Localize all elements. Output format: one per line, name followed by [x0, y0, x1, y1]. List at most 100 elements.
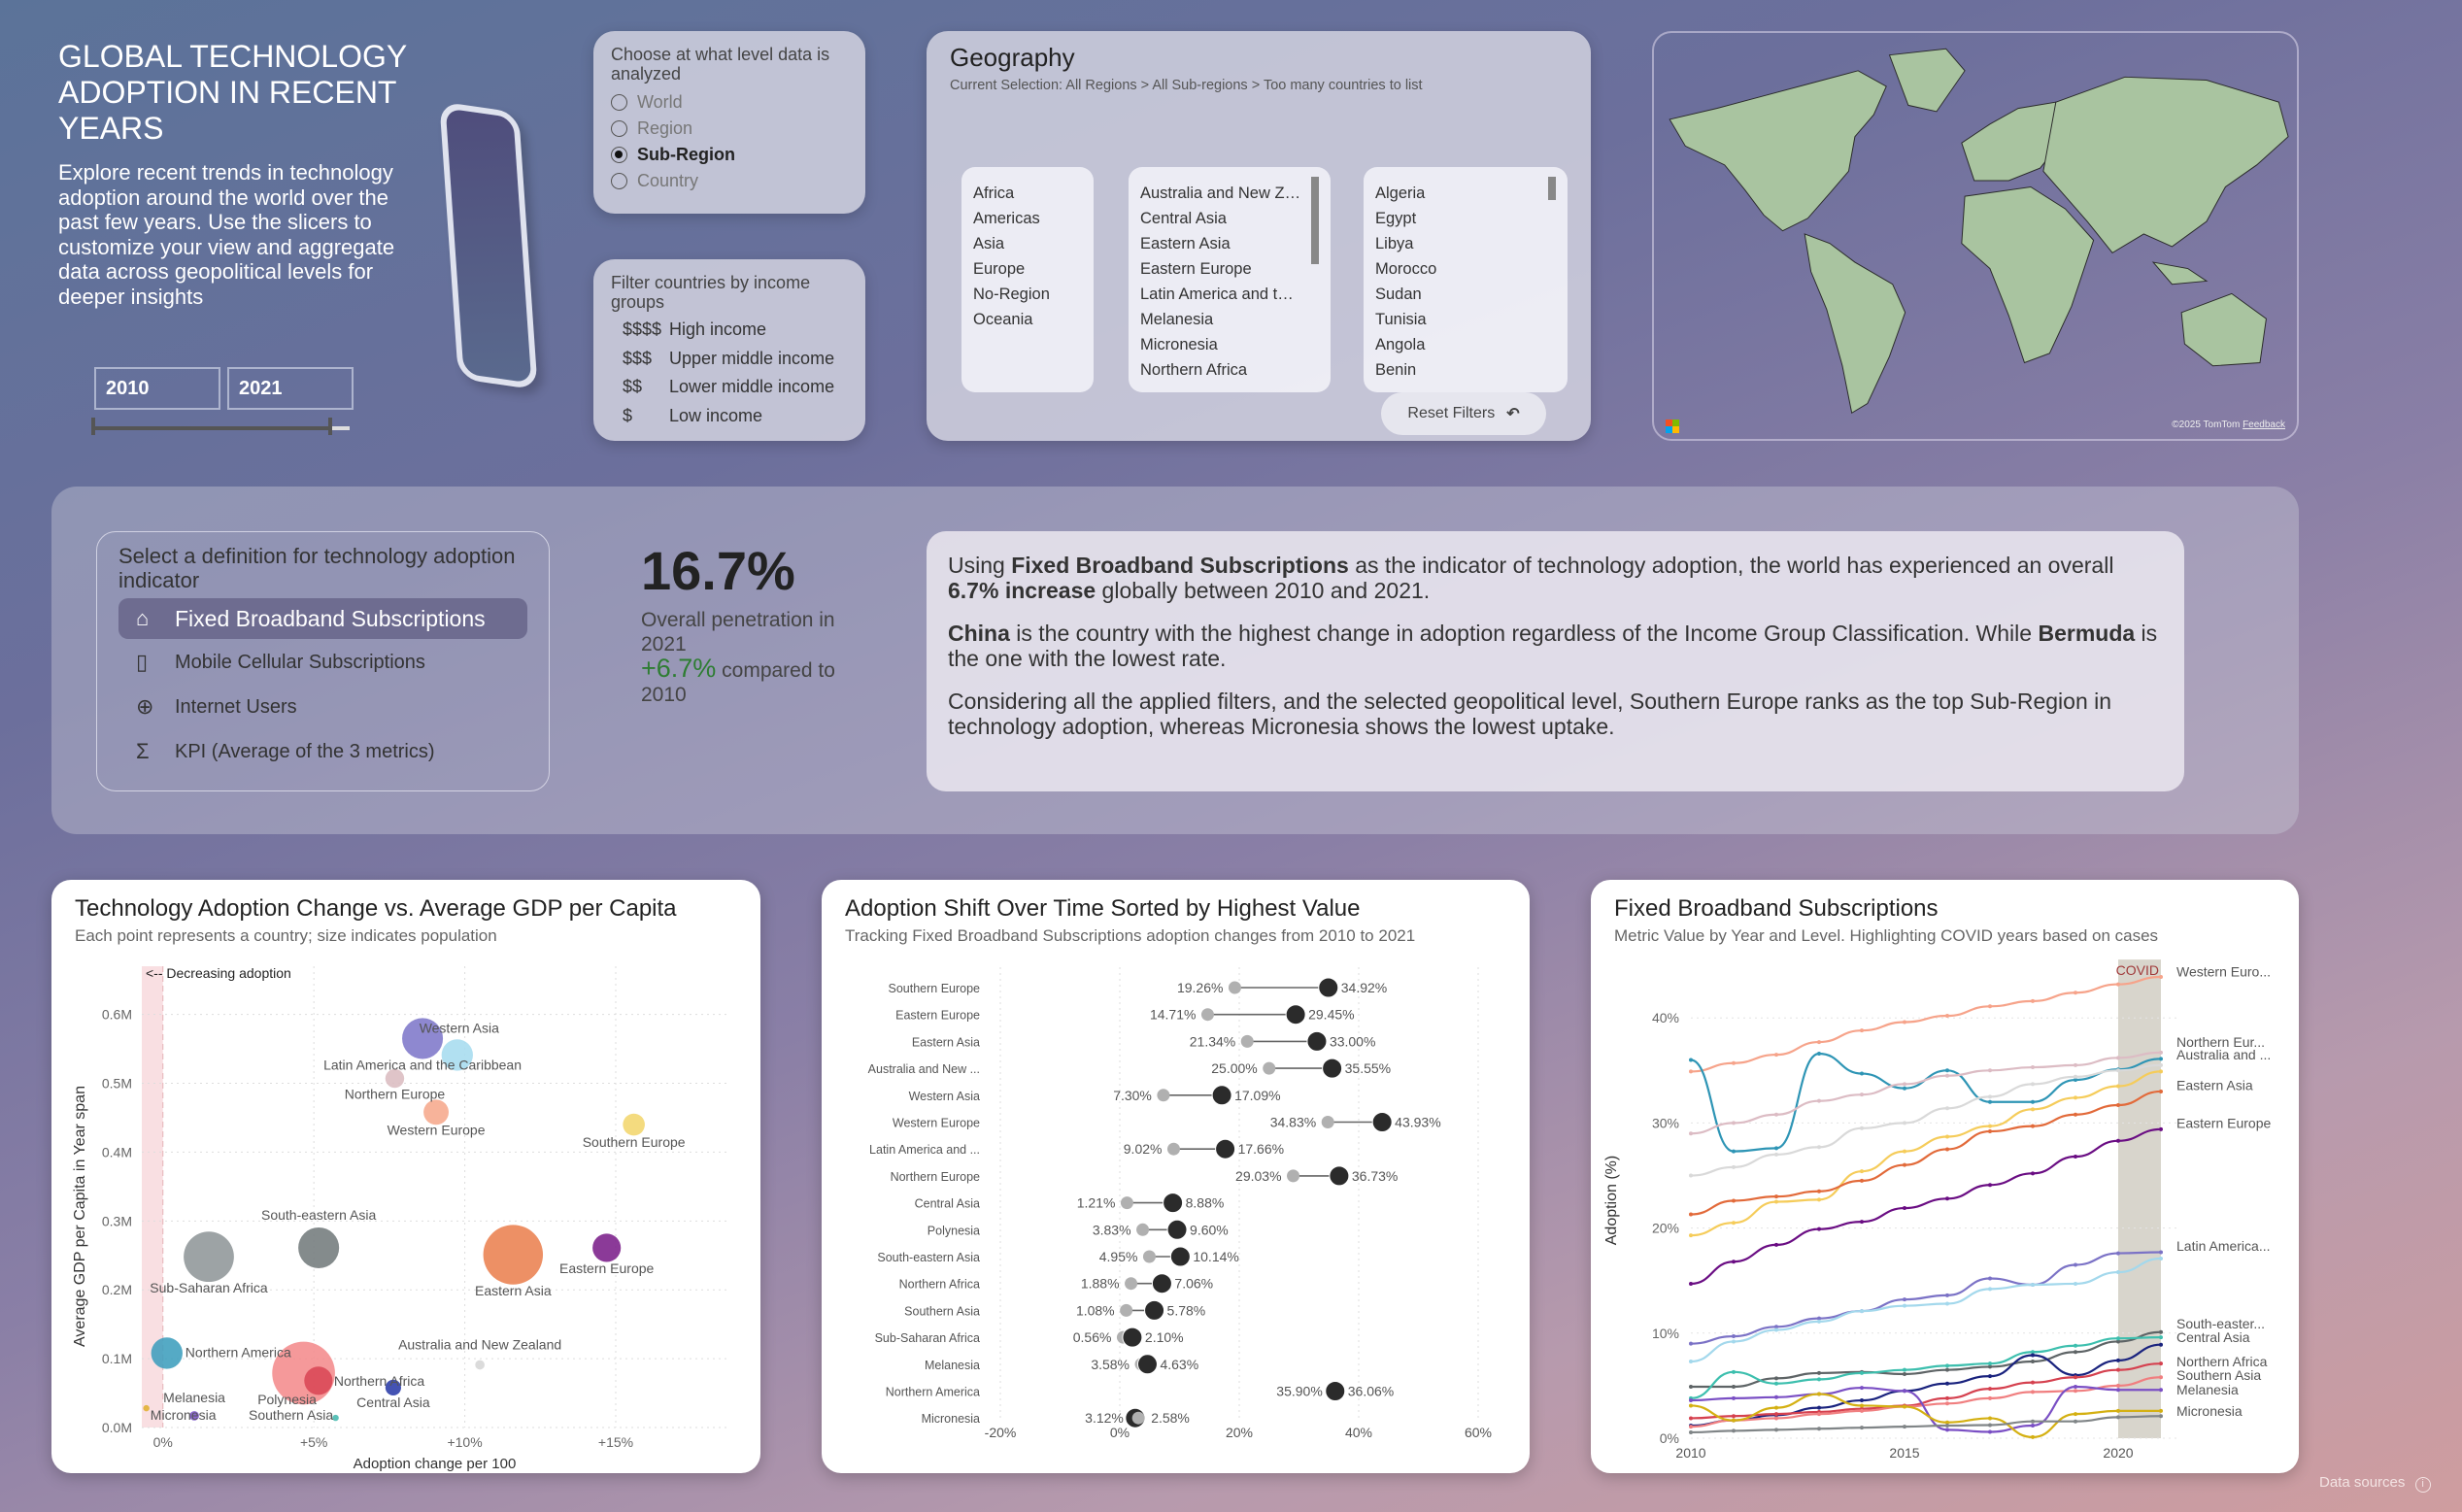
series-line[interactable]	[1690, 1257, 2162, 1363]
subregion-item[interactable]: Central Asia	[1140, 210, 1227, 227]
series-line[interactable]	[1690, 1090, 2162, 1216]
region-item[interactable]: No-Region	[973, 286, 1050, 303]
country-item[interactable]: Morocco	[1375, 260, 1437, 278]
series-line[interactable]	[1690, 1393, 2161, 1439]
slider-handle-start[interactable]	[91, 418, 95, 435]
scatter-point[interactable]	[332, 1414, 339, 1422]
year-start-input[interactable]: 2010	[94, 367, 220, 410]
start-dot[interactable]	[1287, 1169, 1300, 1183]
series-line[interactable]	[1690, 1415, 2162, 1434]
country-item[interactable]: Benin	[1375, 361, 1417, 379]
country-scrollbar[interactable]	[1548, 177, 1556, 200]
scatter-point[interactable]	[304, 1366, 333, 1395]
scatter-point[interactable]	[189, 1411, 199, 1421]
region-item[interactable]: Americas	[973, 210, 1040, 227]
indicator-option[interactable]: ⊕ Internet Users	[118, 686, 527, 728]
scatter-point[interactable]	[475, 1360, 485, 1370]
end-dot[interactable]	[1211, 1085, 1232, 1106]
series-line[interactable]	[1690, 1063, 2162, 1177]
start-dot[interactable]	[1228, 981, 1241, 994]
start-dot[interactable]	[1321, 1116, 1334, 1128]
level-option-country[interactable]: Country	[611, 168, 848, 194]
scatter-point[interactable]	[385, 1379, 402, 1395]
map-feedback-link[interactable]: Feedback	[2243, 420, 2285, 430]
series-line[interactable]	[1690, 975, 2162, 1073]
subregion-item[interactable]: Australia and New Zealand	[1140, 185, 1301, 202]
country-item[interactable]: Libya	[1375, 235, 1414, 252]
start-dot[interactable]	[1136, 1223, 1150, 1236]
start-dot[interactable]	[1125, 1277, 1138, 1291]
scatter-point[interactable]	[623, 1113, 645, 1136]
subregion-item[interactable]: Melanesia	[1140, 311, 1214, 328]
subregion-item[interactable]: Eastern Asia	[1140, 235, 1231, 252]
series-line[interactable]	[1690, 1052, 2162, 1153]
scatter-point[interactable]	[184, 1231, 234, 1283]
scatter-point[interactable]	[385, 1068, 405, 1089]
start-dot[interactable]	[1240, 1034, 1254, 1048]
country-item[interactable]: Sudan	[1375, 286, 1422, 303]
slider-handle-end[interactable]	[328, 418, 332, 435]
scatter-point[interactable]	[483, 1225, 544, 1285]
end-dot[interactable]	[1306, 1030, 1328, 1052]
series-line[interactable]	[1690, 1336, 2162, 1399]
end-dot[interactable]	[1285, 1004, 1306, 1025]
end-dot[interactable]	[1322, 1058, 1343, 1079]
indicator-option[interactable]: ⌂ Fixed Broadband Subscriptions	[118, 598, 527, 639]
scatter-point[interactable]	[143, 1404, 150, 1412]
income-option[interactable]: $$ Lower middle income	[623, 373, 848, 402]
series-line[interactable]	[1690, 1251, 2162, 1345]
end-dot[interactable]	[1371, 1112, 1393, 1132]
world-map[interactable]: ©2025 TomTom Feedback	[1652, 31, 2299, 441]
end-dot[interactable]	[1215, 1138, 1236, 1159]
series-line[interactable]	[1691, 1330, 2162, 1389]
line-chart[interactable]: COVID 0% 10% 20% 30% 40% 2010 2015 2020 Adoption …	[1591, 880, 2299, 1473]
country-list[interactable]: Algeria Egypt Libya Morocco Sudan Tunisia Ango…	[1364, 167, 1568, 392]
year-range-slider[interactable]	[91, 418, 355, 435]
start-dot[interactable]	[1157, 1089, 1170, 1102]
series-line[interactable]	[1690, 1362, 2162, 1420]
end-dot[interactable]	[1318, 977, 1339, 998]
series-line[interactable]	[1690, 1376, 2162, 1428]
subregion-scrollbar[interactable]	[1311, 177, 1319, 264]
start-dot[interactable]	[1263, 1061, 1276, 1075]
subregion-list[interactable]: Australia and New Zealand Central Asia Eas…	[1129, 167, 1331, 392]
region-item[interactable]: Oceania	[973, 311, 1033, 328]
country-item[interactable]: Angola	[1375, 336, 1426, 353]
subregion-item[interactable]: Latin America and the Caribbean	[1140, 286, 1301, 303]
end-dot[interactable]	[1144, 1299, 1165, 1321]
region-item[interactable]: Europe	[973, 260, 1026, 278]
series-line[interactable]	[1690, 1343, 2162, 1428]
region-list[interactable]: Africa Americas Asia Europe No-Region Oceania	[961, 167, 1094, 392]
data-sources-link[interactable]: Data sources i	[2319, 1474, 2431, 1493]
scatter-point[interactable]	[402, 1018, 444, 1059]
start-dot[interactable]	[1200, 1008, 1214, 1022]
end-dot[interactable]	[1163, 1193, 1184, 1214]
series-line[interactable]	[1690, 1127, 2162, 1286]
scatter-point[interactable]	[298, 1226, 340, 1268]
end-dot[interactable]	[1329, 1165, 1350, 1187]
subregion-item[interactable]: Northern Africa	[1140, 361, 1248, 379]
income-option[interactable]: $$$ Upper middle income	[623, 345, 848, 374]
indicator-option[interactable]: Σ KPI (Average of the 3 metrics)	[118, 730, 527, 773]
start-dot[interactable]	[1120, 1303, 1133, 1317]
level-option-world[interactable]: World	[611, 89, 848, 116]
scatter-point[interactable]	[592, 1233, 622, 1262]
start-dot[interactable]	[1120, 1196, 1133, 1210]
end-dot[interactable]	[1122, 1327, 1143, 1348]
end-dot[interactable]	[1325, 1381, 1346, 1401]
dumbbell-chart[interactable]: -20% 0% 20% 40% 60% Southern Europe 19.26% 34.9…	[822, 880, 1530, 1473]
start-dot[interactable]	[1131, 1411, 1145, 1425]
start-dot[interactable]	[1142, 1250, 1156, 1263]
scatter-chart[interactable]: 0.0M 0.1M 0.2M 0.3M 0.4M 0.5M 0.6M 0% +5% +10% +15…	[51, 880, 760, 1473]
series-line[interactable]	[1690, 1051, 2162, 1135]
country-item[interactable]: Algeria	[1375, 185, 1426, 202]
income-option[interactable]: $$$$ High income	[623, 316, 848, 345]
country-item[interactable]: Egypt	[1375, 210, 1417, 227]
subregion-item[interactable]: Micronesia	[1140, 336, 1218, 353]
scatter-point[interactable]	[151, 1337, 183, 1369]
subregion-item[interactable]: Eastern Europe	[1140, 260, 1252, 278]
scatter-point[interactable]	[441, 1039, 473, 1071]
country-item[interactable]: Tunisia	[1375, 311, 1427, 328]
scatter-point[interactable]	[423, 1099, 449, 1126]
reset-filters-button[interactable]: Reset Filters ↶	[1381, 392, 1546, 435]
